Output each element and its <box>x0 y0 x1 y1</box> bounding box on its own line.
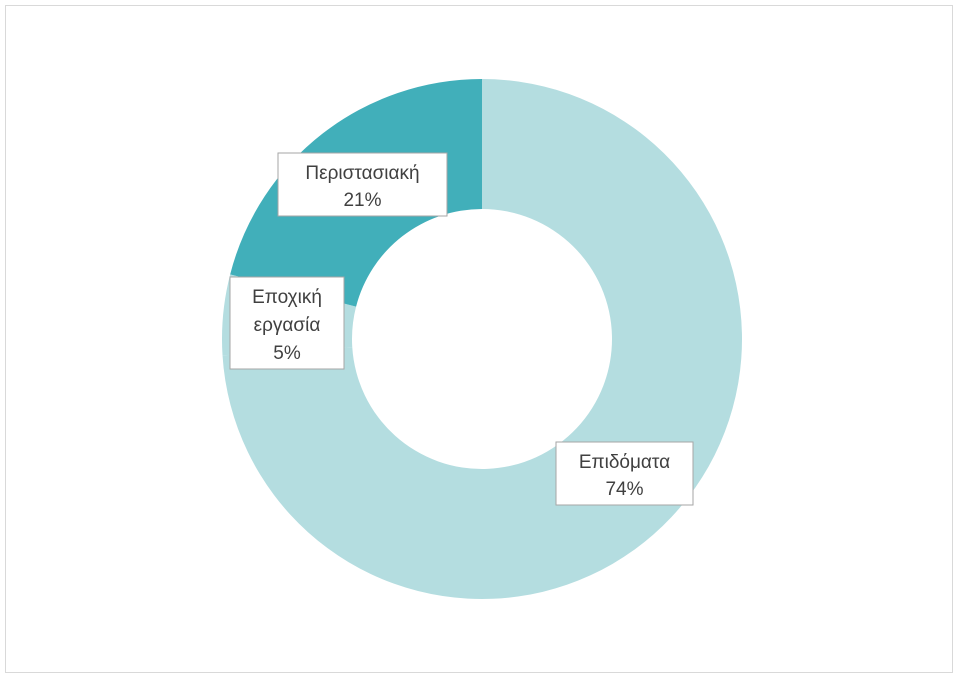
data-label-peristasiaki-value: 21% <box>343 190 381 211</box>
data-label-peristasiaki-name: Περιστασιακή <box>305 163 419 184</box>
data-label-epidomata: Επιδόματα 74% <box>555 441 694 506</box>
data-label-epochiki-ergasia: Εποχική εργασία 5% <box>229 276 345 370</box>
data-label-epidomata-value: 74% <box>605 479 643 500</box>
data-label-epochiki-line2: εργασία <box>254 315 321 336</box>
data-label-epidomata-name: Επιδόματα <box>579 452 670 473</box>
data-label-peristasiaki: Περιστασιακή 21% <box>277 152 448 217</box>
data-label-epochiki-value: 5% <box>273 343 301 364</box>
data-label-epochiki-line1: Εποχική <box>252 287 322 308</box>
